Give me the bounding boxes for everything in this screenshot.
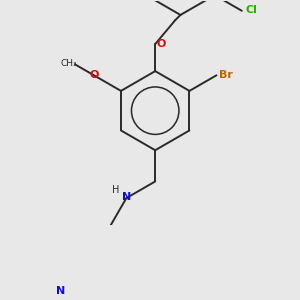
Text: Br: Br [219, 70, 233, 80]
Text: O: O [90, 70, 99, 80]
Text: O: O [156, 39, 166, 49]
Text: N: N [122, 192, 131, 202]
Text: H: H [112, 185, 120, 195]
Text: N: N [56, 286, 65, 296]
Text: CH₃: CH₃ [60, 59, 77, 68]
Text: Cl: Cl [245, 5, 257, 15]
